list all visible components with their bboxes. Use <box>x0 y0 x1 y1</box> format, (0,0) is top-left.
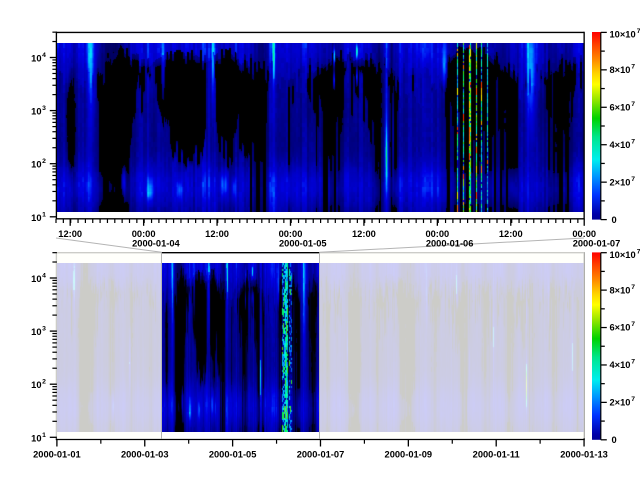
svg-text:12:00: 12:00 <box>58 229 82 239</box>
svg-text:2000-01-09: 2000-01-09 <box>385 450 433 460</box>
svg-text:2000-01-03: 2000-01-03 <box>121 450 169 460</box>
svg-text:7: 7 <box>631 176 635 183</box>
svg-text:10: 10 <box>31 213 41 223</box>
svg-text:10: 10 <box>31 160 41 170</box>
svg-text:10: 10 <box>31 54 41 64</box>
svg-text:3: 3 <box>42 326 46 333</box>
svg-text:2000-01-05: 2000-01-05 <box>279 238 327 248</box>
svg-text:00:00: 00:00 <box>572 229 596 239</box>
svg-text:10: 10 <box>31 107 41 117</box>
svg-text:4: 4 <box>42 273 46 280</box>
svg-text:12:00: 12:00 <box>205 229 229 239</box>
svg-text:4×10: 4×10 <box>610 140 631 150</box>
svg-text:1: 1 <box>42 211 46 218</box>
svg-text:2×10: 2×10 <box>610 177 631 187</box>
svg-text:7: 7 <box>631 64 635 71</box>
svg-text:7: 7 <box>631 101 635 108</box>
svg-text:7: 7 <box>631 321 635 328</box>
svg-text:10: 10 <box>31 380 41 390</box>
svg-text:2: 2 <box>42 379 46 386</box>
svg-text:1: 1 <box>42 432 46 439</box>
svg-text:00:00: 00:00 <box>132 229 156 239</box>
svg-text:7: 7 <box>637 28 640 35</box>
svg-text:4×10: 4×10 <box>610 360 631 370</box>
svg-text:2: 2 <box>42 158 46 165</box>
svg-text:12:00: 12:00 <box>352 229 376 239</box>
svg-text:7: 7 <box>631 359 635 366</box>
svg-text:8×10: 8×10 <box>610 65 631 75</box>
svg-text:2000-01-01: 2000-01-01 <box>33 450 81 460</box>
svg-text:2000-01-07: 2000-01-07 <box>573 238 621 248</box>
svg-text:10: 10 <box>31 433 41 443</box>
svg-text:2000-01-11: 2000-01-11 <box>473 450 520 460</box>
svg-text:7: 7 <box>631 284 635 291</box>
svg-text:12:00: 12:00 <box>499 229 523 239</box>
svg-text:0: 0 <box>612 435 617 445</box>
svg-text:2×10: 2×10 <box>610 398 631 408</box>
svg-text:10×10: 10×10 <box>610 30 636 40</box>
svg-text:00:00: 00:00 <box>279 229 303 239</box>
svg-text:2000-01-04: 2000-01-04 <box>132 238 180 248</box>
svg-text:2000-01-05: 2000-01-05 <box>209 450 257 460</box>
svg-text:3: 3 <box>42 105 46 112</box>
svg-text:6×10: 6×10 <box>610 323 631 333</box>
svg-text:10: 10 <box>31 274 41 284</box>
svg-text:10×10: 10×10 <box>610 250 636 260</box>
svg-text:7: 7 <box>631 396 635 403</box>
svg-text:4: 4 <box>42 52 46 59</box>
svg-text:2000-01-13: 2000-01-13 <box>560 450 608 460</box>
svg-text:2000-01-06: 2000-01-06 <box>426 238 474 248</box>
svg-text:7: 7 <box>631 138 635 145</box>
svg-text:8×10: 8×10 <box>610 285 631 295</box>
svg-text:2000-01-07: 2000-01-07 <box>297 450 345 460</box>
svg-text:7: 7 <box>637 248 640 255</box>
svg-text:10: 10 <box>31 327 41 337</box>
svg-text:0: 0 <box>612 215 617 225</box>
svg-text:6×10: 6×10 <box>610 102 631 112</box>
svg-text:00:00: 00:00 <box>425 229 449 239</box>
